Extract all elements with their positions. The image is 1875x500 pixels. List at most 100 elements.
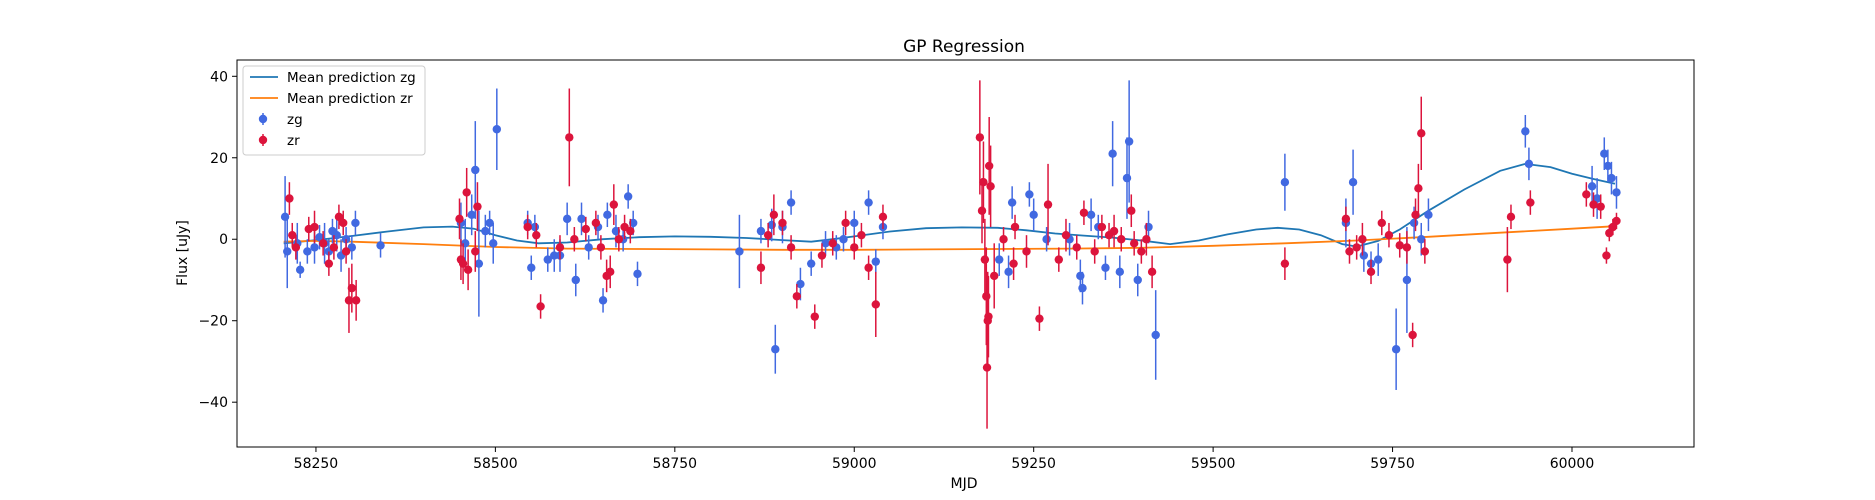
- data-point: [347, 283, 357, 293]
- data-point: [735, 247, 744, 256]
- legend-marker-swatch: [258, 114, 268, 124]
- data-point: [999, 235, 1008, 244]
- data-point: [523, 222, 532, 232]
- data-point: [984, 312, 993, 321]
- data-point: [334, 212, 344, 222]
- data-point: [606, 267, 615, 277]
- x-tick-label: 58750: [653, 456, 698, 472]
- data-point: [344, 296, 354, 305]
- data-point: [473, 202, 482, 211]
- legend-marker-swatch: [258, 135, 268, 145]
- data-point: [1007, 198, 1017, 207]
- data-point: [1607, 173, 1616, 183]
- data-point: [1127, 206, 1136, 215]
- x-tick-label: 60000: [1550, 456, 1595, 472]
- x-axis: 58250 58500 58750 59000 59250 59500 59750 60000: [294, 447, 1595, 472]
- data-point: [771, 345, 780, 354]
- data-point: [1122, 173, 1132, 183]
- data-point: [986, 182, 995, 191]
- data-point: [1090, 247, 1099, 256]
- x-tick-label: 59250: [1011, 456, 1056, 472]
- data-point: [291, 243, 301, 252]
- data-point: [1108, 149, 1117, 158]
- data-point: [283, 247, 292, 256]
- data-point: [1603, 161, 1613, 171]
- data-point: [1391, 345, 1401, 354]
- data-point: [471, 165, 480, 175]
- data-point: [1345, 247, 1354, 256]
- y-tick-label: 40: [210, 69, 228, 85]
- data-point: [786, 198, 796, 207]
- data-point: [1042, 235, 1051, 244]
- data-point: [626, 226, 635, 236]
- data-point: [850, 243, 859, 252]
- data-point: [1358, 235, 1367, 244]
- data-point: [550, 251, 559, 260]
- data-point: [280, 212, 290, 222]
- data-point: [1612, 216, 1621, 226]
- data-point: [1129, 239, 1139, 248]
- data-point: [1151, 330, 1160, 340]
- data-point: [562, 214, 572, 224]
- data-point: [1503, 255, 1512, 264]
- data-point: [821, 239, 830, 248]
- data-point: [543, 255, 552, 264]
- data-point: [351, 218, 360, 228]
- data-point: [1061, 230, 1071, 240]
- x-tick-label: 58500: [473, 456, 518, 472]
- data-point: [990, 271, 999, 281]
- data-point: [1352, 243, 1361, 252]
- data-point: [763, 230, 773, 240]
- data-point: [817, 251, 827, 260]
- data-point: [536, 302, 545, 311]
- data-point: [596, 243, 606, 252]
- data-point: [318, 239, 328, 248]
- legend-frame: [242, 65, 426, 156]
- data-point: [584, 243, 593, 252]
- data-point: [796, 279, 805, 289]
- data-point: [857, 230, 866, 240]
- data-point: [1137, 247, 1146, 256]
- x-tick-label: 58250: [294, 456, 339, 472]
- data-point: [463, 265, 473, 274]
- data-point: [341, 247, 351, 256]
- data-point: [839, 235, 848, 244]
- data-point: [871, 300, 880, 309]
- data-point: [1411, 210, 1420, 219]
- data-point: [489, 239, 498, 248]
- data-point: [1417, 235, 1426, 244]
- x-tick-label: 59500: [1191, 456, 1236, 472]
- data-point: [841, 218, 850, 228]
- data-point: [339, 218, 348, 228]
- legend-label: zr: [287, 133, 300, 149]
- y-tick-label: 0: [219, 232, 228, 248]
- data-point: [532, 230, 541, 240]
- data-point: [995, 255, 1004, 264]
- data-point: [467, 210, 476, 219]
- data-point: [324, 259, 334, 268]
- data-point: [1526, 198, 1535, 207]
- data-point: [1280, 259, 1290, 268]
- data-point: [481, 226, 490, 236]
- data-point: [614, 235, 624, 244]
- data-point: [975, 133, 985, 142]
- data-point: [609, 200, 619, 209]
- data-point: [1079, 208, 1089, 217]
- y-axis-title: Flux [uJy]: [175, 220, 191, 286]
- data-point: [1097, 222, 1107, 232]
- data-point: [1589, 200, 1598, 209]
- data-point: [756, 226, 766, 236]
- data-point: [577, 214, 586, 224]
- plot-frame: [236, 59, 1695, 448]
- data-point: [1373, 255, 1383, 264]
- data-point: [1142, 235, 1151, 244]
- data-point: [1147, 267, 1157, 277]
- data-point: [1605, 228, 1614, 238]
- data-point: [303, 247, 312, 256]
- data-point: [376, 241, 385, 250]
- data-point: [792, 292, 802, 301]
- data-point: [1043, 200, 1053, 209]
- data-point: [1395, 241, 1404, 250]
- data-point: [828, 239, 837, 248]
- data-point: [1076, 271, 1085, 281]
